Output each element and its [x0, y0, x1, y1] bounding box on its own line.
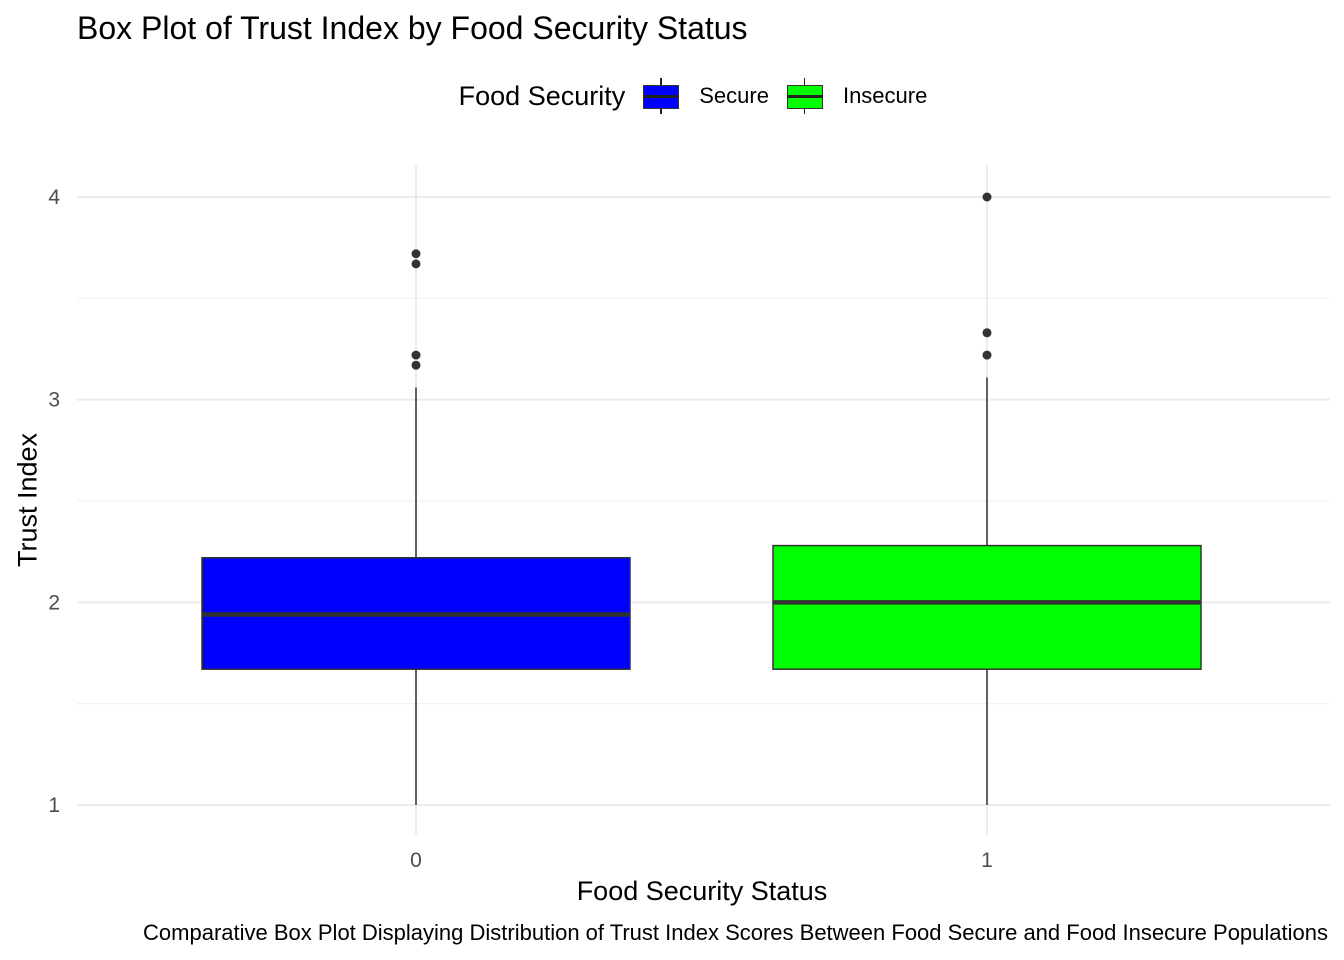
- y-tick-label: 1: [48, 794, 60, 817]
- outlier-point: [411, 350, 421, 360]
- legend-item-insecure: Insecure: [786, 78, 928, 114]
- legend-label-insecure: Insecure: [842, 83, 928, 108]
- outlier-point: [411, 249, 421, 259]
- x-tick-label: 0: [410, 849, 422, 872]
- outlier-point: [411, 360, 421, 370]
- x-tick-label: 1: [981, 849, 993, 872]
- caption: Comparative Box Plot Displaying Distribu…: [143, 920, 1328, 945]
- legend-key-secure: [643, 78, 680, 114]
- legend-label-secure: Secure: [699, 83, 769, 108]
- y-axis-label: Trust Index: [12, 432, 43, 568]
- y-tick-label: 2: [48, 591, 60, 614]
- x-axis-label: Food Security Status: [576, 876, 828, 906]
- outlier-point: [411, 259, 421, 269]
- legend-title: Food Security: [458, 80, 626, 111]
- outlier-point: [982, 192, 992, 202]
- legend-item-secure: Secure: [643, 78, 769, 114]
- legend: Food Security Secure Insecure: [0, 78, 1344, 114]
- box-insecure: [772, 544, 1202, 670]
- y-tick-label: 4: [48, 186, 60, 209]
- chart-title: Box Plot of Trust Index by Food Security…: [77, 10, 748, 46]
- y-tick-label: 3: [48, 389, 60, 412]
- legend-key-insecure: [786, 78, 823, 114]
- outlier-point: [982, 350, 992, 360]
- outlier-point: [982, 328, 992, 338]
